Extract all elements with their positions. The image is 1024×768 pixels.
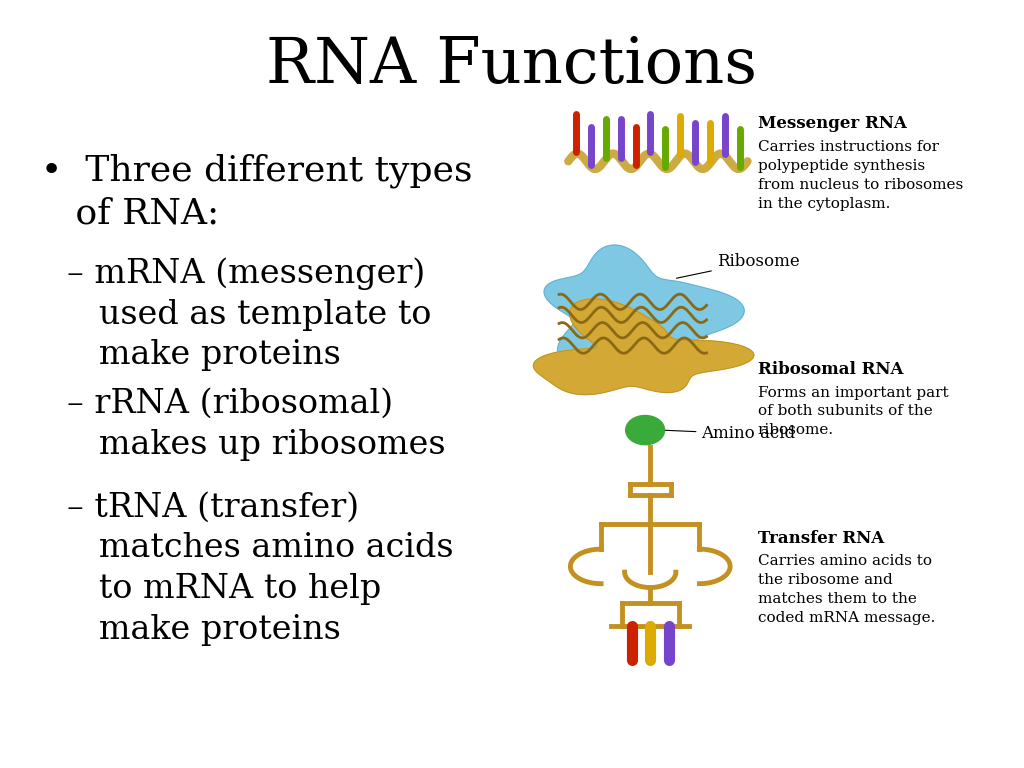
Circle shape bbox=[626, 415, 665, 445]
Text: Amino acid: Amino acid bbox=[664, 425, 796, 442]
Text: Forms an important part
of both subunits of the
ribosome.: Forms an important part of both subunits… bbox=[758, 386, 948, 438]
Text: RNA Functions: RNA Functions bbox=[266, 35, 758, 96]
Text: Transfer RNA: Transfer RNA bbox=[758, 530, 884, 547]
Text: Carries amino acids to
the ribosome and
matches them to the
coded mRNA message.: Carries amino acids to the ribosome and … bbox=[758, 554, 935, 625]
Text: – tRNA (transfer)
   matches amino acids
   to mRNA to help
   make proteins: – tRNA (transfer) matches amino acids to… bbox=[67, 492, 454, 646]
Text: Messenger RNA: Messenger RNA bbox=[758, 115, 906, 132]
Text: – mRNA (messenger)
   used as template to
   make proteins: – mRNA (messenger) used as template to m… bbox=[67, 257, 431, 372]
Text: Carries instructions for
polypeptide synthesis
from nucleus to ribosomes
in the : Carries instructions for polypeptide syn… bbox=[758, 140, 963, 210]
Text: Ribosome: Ribosome bbox=[677, 253, 800, 278]
Text: •  Three different types
   of RNA:: • Three different types of RNA: bbox=[41, 154, 472, 230]
Text: Ribosomal RNA: Ribosomal RNA bbox=[758, 361, 903, 378]
Text: – rRNA (ribosomal)
   makes up ribosomes: – rRNA (ribosomal) makes up ribosomes bbox=[67, 388, 445, 461]
Polygon shape bbox=[534, 299, 754, 395]
Polygon shape bbox=[544, 245, 744, 386]
